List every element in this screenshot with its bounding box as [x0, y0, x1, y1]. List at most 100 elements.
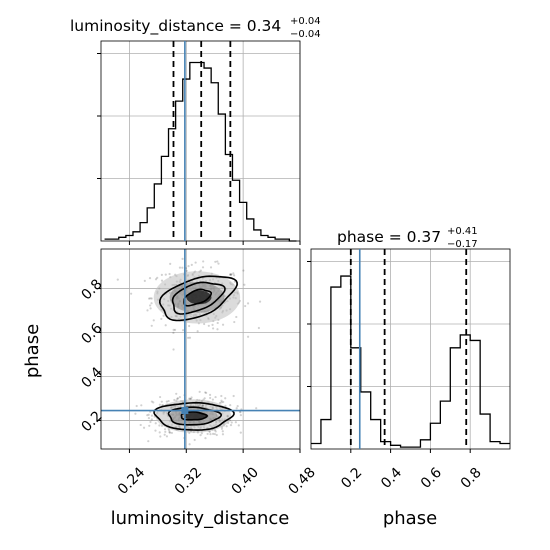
- scatter-point: [211, 398, 214, 401]
- scatter-point: [176, 397, 180, 400]
- scatter-point: [190, 396, 193, 399]
- scatter-point: [211, 323, 214, 326]
- scatter-point: [220, 399, 223, 402]
- scatter-point: [188, 443, 191, 446]
- scatter-point: [229, 273, 232, 276]
- panel-frame: [310, 248, 511, 450]
- ld-x-tick-label: 0.40: [229, 464, 262, 497]
- phase-x-tick-label: 0.4: [378, 465, 405, 492]
- scatter-point: [209, 266, 213, 269]
- scatter-point: [158, 403, 161, 406]
- scatter-point: [186, 246, 188, 248]
- scatter-point: [239, 431, 242, 434]
- contour-line: [180, 411, 208, 421]
- phase-y-tick-label: 0.8: [79, 276, 106, 303]
- scatter-point: [216, 321, 219, 325]
- ld-x-tick-label: 0.24: [115, 464, 148, 497]
- scatter-point: [230, 273, 233, 276]
- scatter-point: [173, 398, 176, 402]
- scatter-point: [168, 429, 171, 432]
- scatter-point: [221, 433, 225, 436]
- scatter-point: [258, 300, 262, 303]
- phase-x-tick-label: 0.6: [418, 465, 445, 492]
- y-axis-label-phase: phase: [22, 324, 43, 378]
- scatter-point: [239, 413, 242, 417]
- scatter-point: [239, 411, 242, 414]
- panel-frame: [100, 248, 301, 450]
- ld-title-plus: +0.04: [290, 16, 321, 27]
- phase-panel-title: phase = 0.37: [337, 228, 441, 246]
- scatter-point: [205, 391, 208, 395]
- scatter-point: [181, 266, 184, 269]
- scatter-point: [200, 432, 203, 435]
- scatter-point: [224, 404, 227, 407]
- scatter-point: [172, 348, 175, 351]
- scatter-point: [211, 432, 215, 436]
- scatter-point: [233, 320, 236, 324]
- scatter-point: [255, 407, 258, 410]
- scatter-point: [216, 328, 219, 331]
- ld-title-median: 0.34: [247, 17, 282, 35]
- scatter-point: [160, 279, 164, 282]
- phase-title-plus: +0.41: [447, 226, 478, 237]
- x-axis-label-phase: phase: [383, 508, 437, 529]
- scatter-point: [215, 433, 218, 437]
- scatter-point: [149, 297, 152, 300]
- scatter-point: [233, 274, 236, 277]
- scatter-point: [159, 435, 162, 438]
- scatter-point: [244, 304, 247, 308]
- scatter-point: [187, 336, 190, 339]
- scatter-point: [154, 422, 157, 425]
- ld-title-param: luminosity_distance: [70, 17, 224, 36]
- scatter-point: [202, 260, 205, 263]
- scatter-point: [201, 266, 205, 269]
- scatter-point: [209, 396, 212, 400]
- scatter-point: [134, 412, 137, 415]
- scatter-point: [209, 433, 212, 436]
- scatter-point: [203, 322, 206, 326]
- contour-line: [153, 401, 235, 431]
- scatter-point: [164, 273, 167, 276]
- scatter-layer: [116, 246, 262, 446]
- scatter-point: [164, 324, 167, 327]
- scatter-point: [216, 260, 219, 263]
- scatter-point: [165, 400, 168, 403]
- scatter-point: [213, 432, 216, 436]
- scatter-point: [176, 397, 179, 400]
- ld-title-eq: =: [224, 17, 247, 35]
- contour-line: [167, 406, 223, 426]
- ld-title-minus: −0.04: [290, 29, 321, 40]
- scatter-point: [149, 307, 152, 310]
- scatter-point: [196, 330, 199, 333]
- scatter-point: [207, 324, 210, 327]
- scatter-point: [188, 397, 191, 400]
- histogram-step-line: [311, 275, 510, 448]
- scatter-point: [152, 319, 155, 322]
- scatter-point: [214, 260, 217, 263]
- scatter-point: [168, 431, 172, 434]
- scatter-point: [199, 434, 202, 437]
- scatter-point: [150, 418, 153, 421]
- scatter-point: [243, 283, 246, 286]
- scatter-point: [150, 414, 154, 417]
- scatter-point: [181, 257, 184, 261]
- scatter-point: [169, 262, 172, 266]
- scatter-point: [172, 331, 175, 334]
- scatter-point: [175, 392, 178, 395]
- scatter-point: [162, 314, 165, 317]
- scatter-point: [170, 431, 174, 435]
- scatter-point: [234, 421, 237, 424]
- scatter-point: [147, 440, 150, 443]
- scatter-point: [188, 336, 192, 339]
- scatter-point: [185, 269, 188, 272]
- scatter-point: [150, 297, 153, 300]
- scatter-point: [218, 401, 222, 405]
- scatter-point: [148, 424, 151, 427]
- scatter-point: [156, 276, 159, 279]
- scatter-point: [163, 428, 167, 431]
- scatter-point: [130, 292, 133, 295]
- phase-title-median: 0.37: [407, 228, 442, 246]
- scatter-point: [146, 414, 149, 417]
- scatter-point: [220, 394, 223, 398]
